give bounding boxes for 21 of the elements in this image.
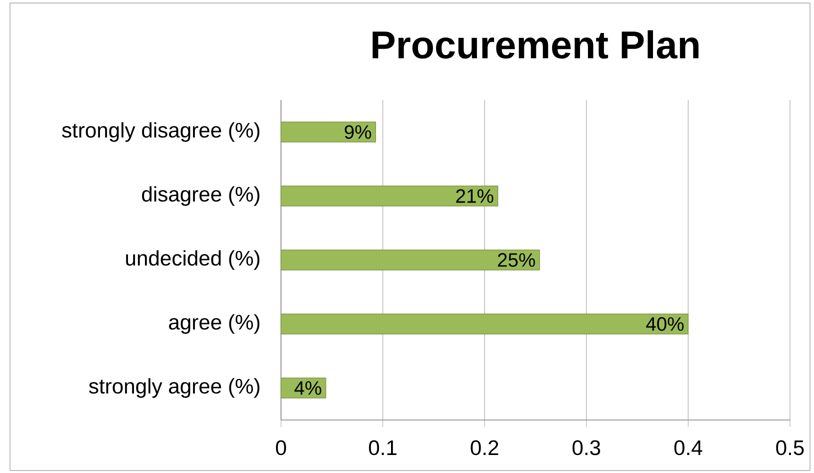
y-tick-label: strongly disagree (%) (62, 122, 260, 142)
x-tick-label: 0.1 (368, 440, 396, 456)
y-tick-label: undecided (%) (126, 250, 260, 270)
x-tick-label: 0 (276, 440, 286, 456)
x-tick-label: 0.2 (470, 440, 498, 456)
bar (280, 122, 376, 142)
data-label: 9% (344, 125, 372, 139)
data-label: 25% (498, 253, 535, 267)
y-tick-label: disagree (%) (142, 186, 260, 206)
chart-title: Procurement Plan (372, 30, 698, 59)
data-label: 21% (456, 189, 494, 203)
y-tick-label: strongly agree (%) (89, 378, 260, 398)
data-label: 40% (646, 317, 684, 331)
y-tick-label: agree (%) (169, 314, 260, 334)
bar (280, 186, 498, 206)
data-label: 4% (294, 381, 322, 395)
x-tick-label: 0.3 (572, 440, 600, 456)
x-tick-label: 0.4 (674, 440, 702, 456)
bar (280, 314, 689, 334)
x-tick-label: 0.5 (776, 440, 804, 456)
bar (280, 250, 540, 270)
